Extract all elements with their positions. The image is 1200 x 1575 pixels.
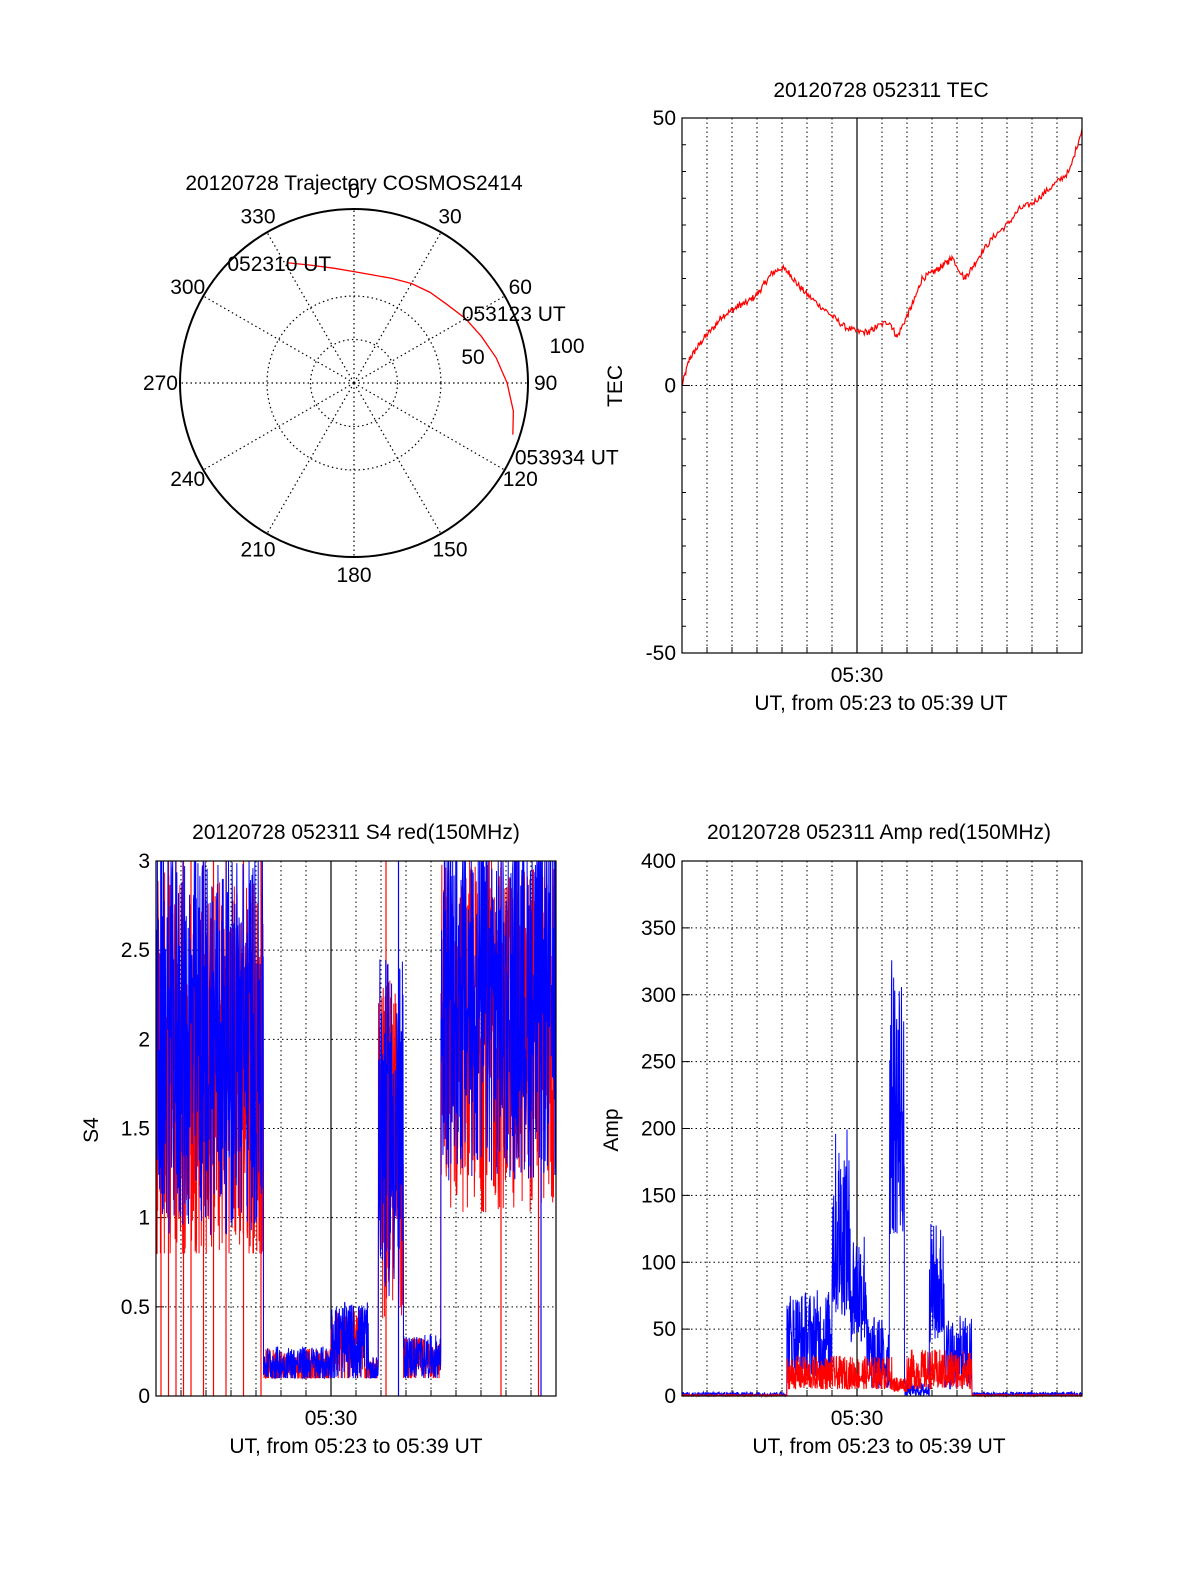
y-tick-label-2: 1 bbox=[138, 1207, 150, 1230]
trajectory-track bbox=[287, 262, 515, 435]
spoke-60 bbox=[353, 295, 505, 384]
azimuth-label-30: 30 bbox=[438, 206, 461, 229]
trajectory-annotation-1: 052310 UT bbox=[227, 253, 331, 276]
y-tick-label-1: 0 bbox=[664, 375, 676, 398]
radial-label-100: 100 bbox=[549, 335, 584, 358]
y-tick-label-1: 0.5 bbox=[121, 1296, 150, 1319]
tec-ylabel: TEC bbox=[604, 365, 627, 407]
y-tick-label-1: 50 bbox=[653, 1318, 676, 1341]
amp-y-tick-labels: 0 50 100 150 200 250 300 350 400 bbox=[641, 850, 676, 1408]
s4-series bbox=[155, 860, 557, 1396]
y-tick-label-2: 100 bbox=[641, 1251, 676, 1274]
trajectory-grid bbox=[179, 208, 529, 558]
tec-title: 20120728 052311 TEC bbox=[773, 79, 988, 102]
s4-blue-line bbox=[155, 860, 557, 1380]
amp-plot-frame bbox=[681, 860, 1083, 1397]
y-tick-label-2: 50 bbox=[653, 107, 676, 130]
y-tick-label-7: 350 bbox=[641, 917, 676, 940]
azimuth-label-180: 180 bbox=[336, 564, 371, 587]
trajectory-title: 20120728 Trajectory COSMOS2414 bbox=[185, 172, 523, 195]
spoke-210 bbox=[266, 382, 355, 534]
tec-xlabel: UT, from 05:23 to 05:39 UT bbox=[754, 692, 1007, 715]
s4-xtick-label: 05:30 bbox=[305, 1407, 358, 1430]
tec-xtick-label: 05:30 bbox=[831, 664, 884, 687]
amp-title: 20120728 052311 Amp red(150MHz) bbox=[707, 821, 1051, 844]
outer-circle bbox=[179, 208, 529, 558]
amp-xtick-label: 05:30 bbox=[831, 1407, 884, 1430]
trajectory-panel: 20120728 Trajectory COSMOS2414 0 30 60 90 12… bbox=[143, 172, 619, 587]
amp-xlabel: UT, from 05:23 to 05:39 UT bbox=[752, 1435, 1005, 1458]
y-tick-label-8: 400 bbox=[641, 850, 676, 873]
s4-title: 20120728 052311 S4 red(150MHz) bbox=[192, 821, 520, 844]
spoke-30 bbox=[353, 232, 442, 384]
tec-line bbox=[681, 128, 1083, 386]
azimuth-label-0: 0 bbox=[348, 180, 360, 203]
azimuth-label-120: 120 bbox=[503, 468, 538, 491]
amp-panel: 20120728 052311 Amp red(150MHz) 0 50 100 15… bbox=[600, 821, 1083, 1458]
amp-blue-line bbox=[681, 960, 1083, 1398]
azimuth-label-60: 60 bbox=[509, 276, 532, 299]
trajectory-line bbox=[287, 262, 515, 435]
amp-ylabel: Amp bbox=[600, 1108, 623, 1151]
y-tick-label-0: 0 bbox=[138, 1385, 150, 1408]
y-tick-label-6: 300 bbox=[641, 984, 676, 1007]
y-tick-label-4: 2 bbox=[138, 1028, 150, 1051]
tec-series-red bbox=[681, 128, 1083, 386]
trajectory-annotation-3: 053934 UT bbox=[515, 447, 619, 470]
spoke-300 bbox=[203, 295, 355, 384]
s4-ylabel: S4 bbox=[80, 1117, 103, 1143]
azimuth-label-330: 330 bbox=[240, 206, 275, 229]
y-tick-label-5: 250 bbox=[641, 1051, 676, 1074]
spoke-150 bbox=[353, 382, 442, 534]
tec-y-tick-labels: -50 0 50 bbox=[646, 107, 676, 665]
spoke-120 bbox=[353, 382, 505, 471]
s4-y-tick-labels: 0 0.5 1 1.5 2 2.5 3 bbox=[121, 850, 150, 1408]
tec-panel: 20120728 052311 TEC -50 0 50 TEC 05:30 UT,… bbox=[604, 79, 1083, 715]
amp-series bbox=[681, 960, 1083, 1398]
s4-panel: 20120728 052311 S4 red(150MHz) 0 0.5 1 1.5 2… bbox=[80, 821, 557, 1458]
y-tick-label-4: 200 bbox=[641, 1118, 676, 1141]
s4-plot-frame bbox=[155, 860, 557, 1397]
spoke-240 bbox=[203, 382, 355, 471]
trajectory-annotation-2: 053123 UT bbox=[462, 303, 566, 326]
s4-xlabel: UT, from 05:23 to 05:39 UT bbox=[229, 1435, 482, 1458]
y-tick-label-5: 2.5 bbox=[121, 939, 150, 962]
azimuth-label-270: 270 bbox=[143, 372, 178, 395]
trajectory-azimuth-labels: 0 30 60 90 120 150 180 210 240 270 300 330 bbox=[143, 180, 557, 587]
y-tick-label-0: 0 bbox=[664, 1385, 676, 1408]
tec-grid bbox=[682, 117, 1082, 654]
amp-grid bbox=[682, 860, 1082, 1397]
radial-label-50: 50 bbox=[461, 346, 484, 369]
azimuth-label-300: 300 bbox=[170, 276, 205, 299]
trajectory-annotations: 052310 UT 053123 UT 053934 UT bbox=[227, 253, 619, 470]
azimuth-label-240: 240 bbox=[170, 468, 205, 491]
tec-plot-frame bbox=[681, 117, 1083, 654]
inner-circle-1 bbox=[309, 338, 399, 428]
azimuth-label-210: 210 bbox=[240, 538, 275, 561]
y-tick-label-3: 150 bbox=[641, 1184, 676, 1207]
azimuth-label-90: 90 bbox=[534, 372, 557, 395]
spoke-330 bbox=[266, 232, 355, 384]
y-tick-label-0: -50 bbox=[646, 642, 676, 665]
y-tick-label-6: 3 bbox=[138, 850, 150, 873]
y-tick-label-3: 1.5 bbox=[121, 1118, 150, 1141]
azimuth-label-150: 150 bbox=[432, 538, 467, 561]
